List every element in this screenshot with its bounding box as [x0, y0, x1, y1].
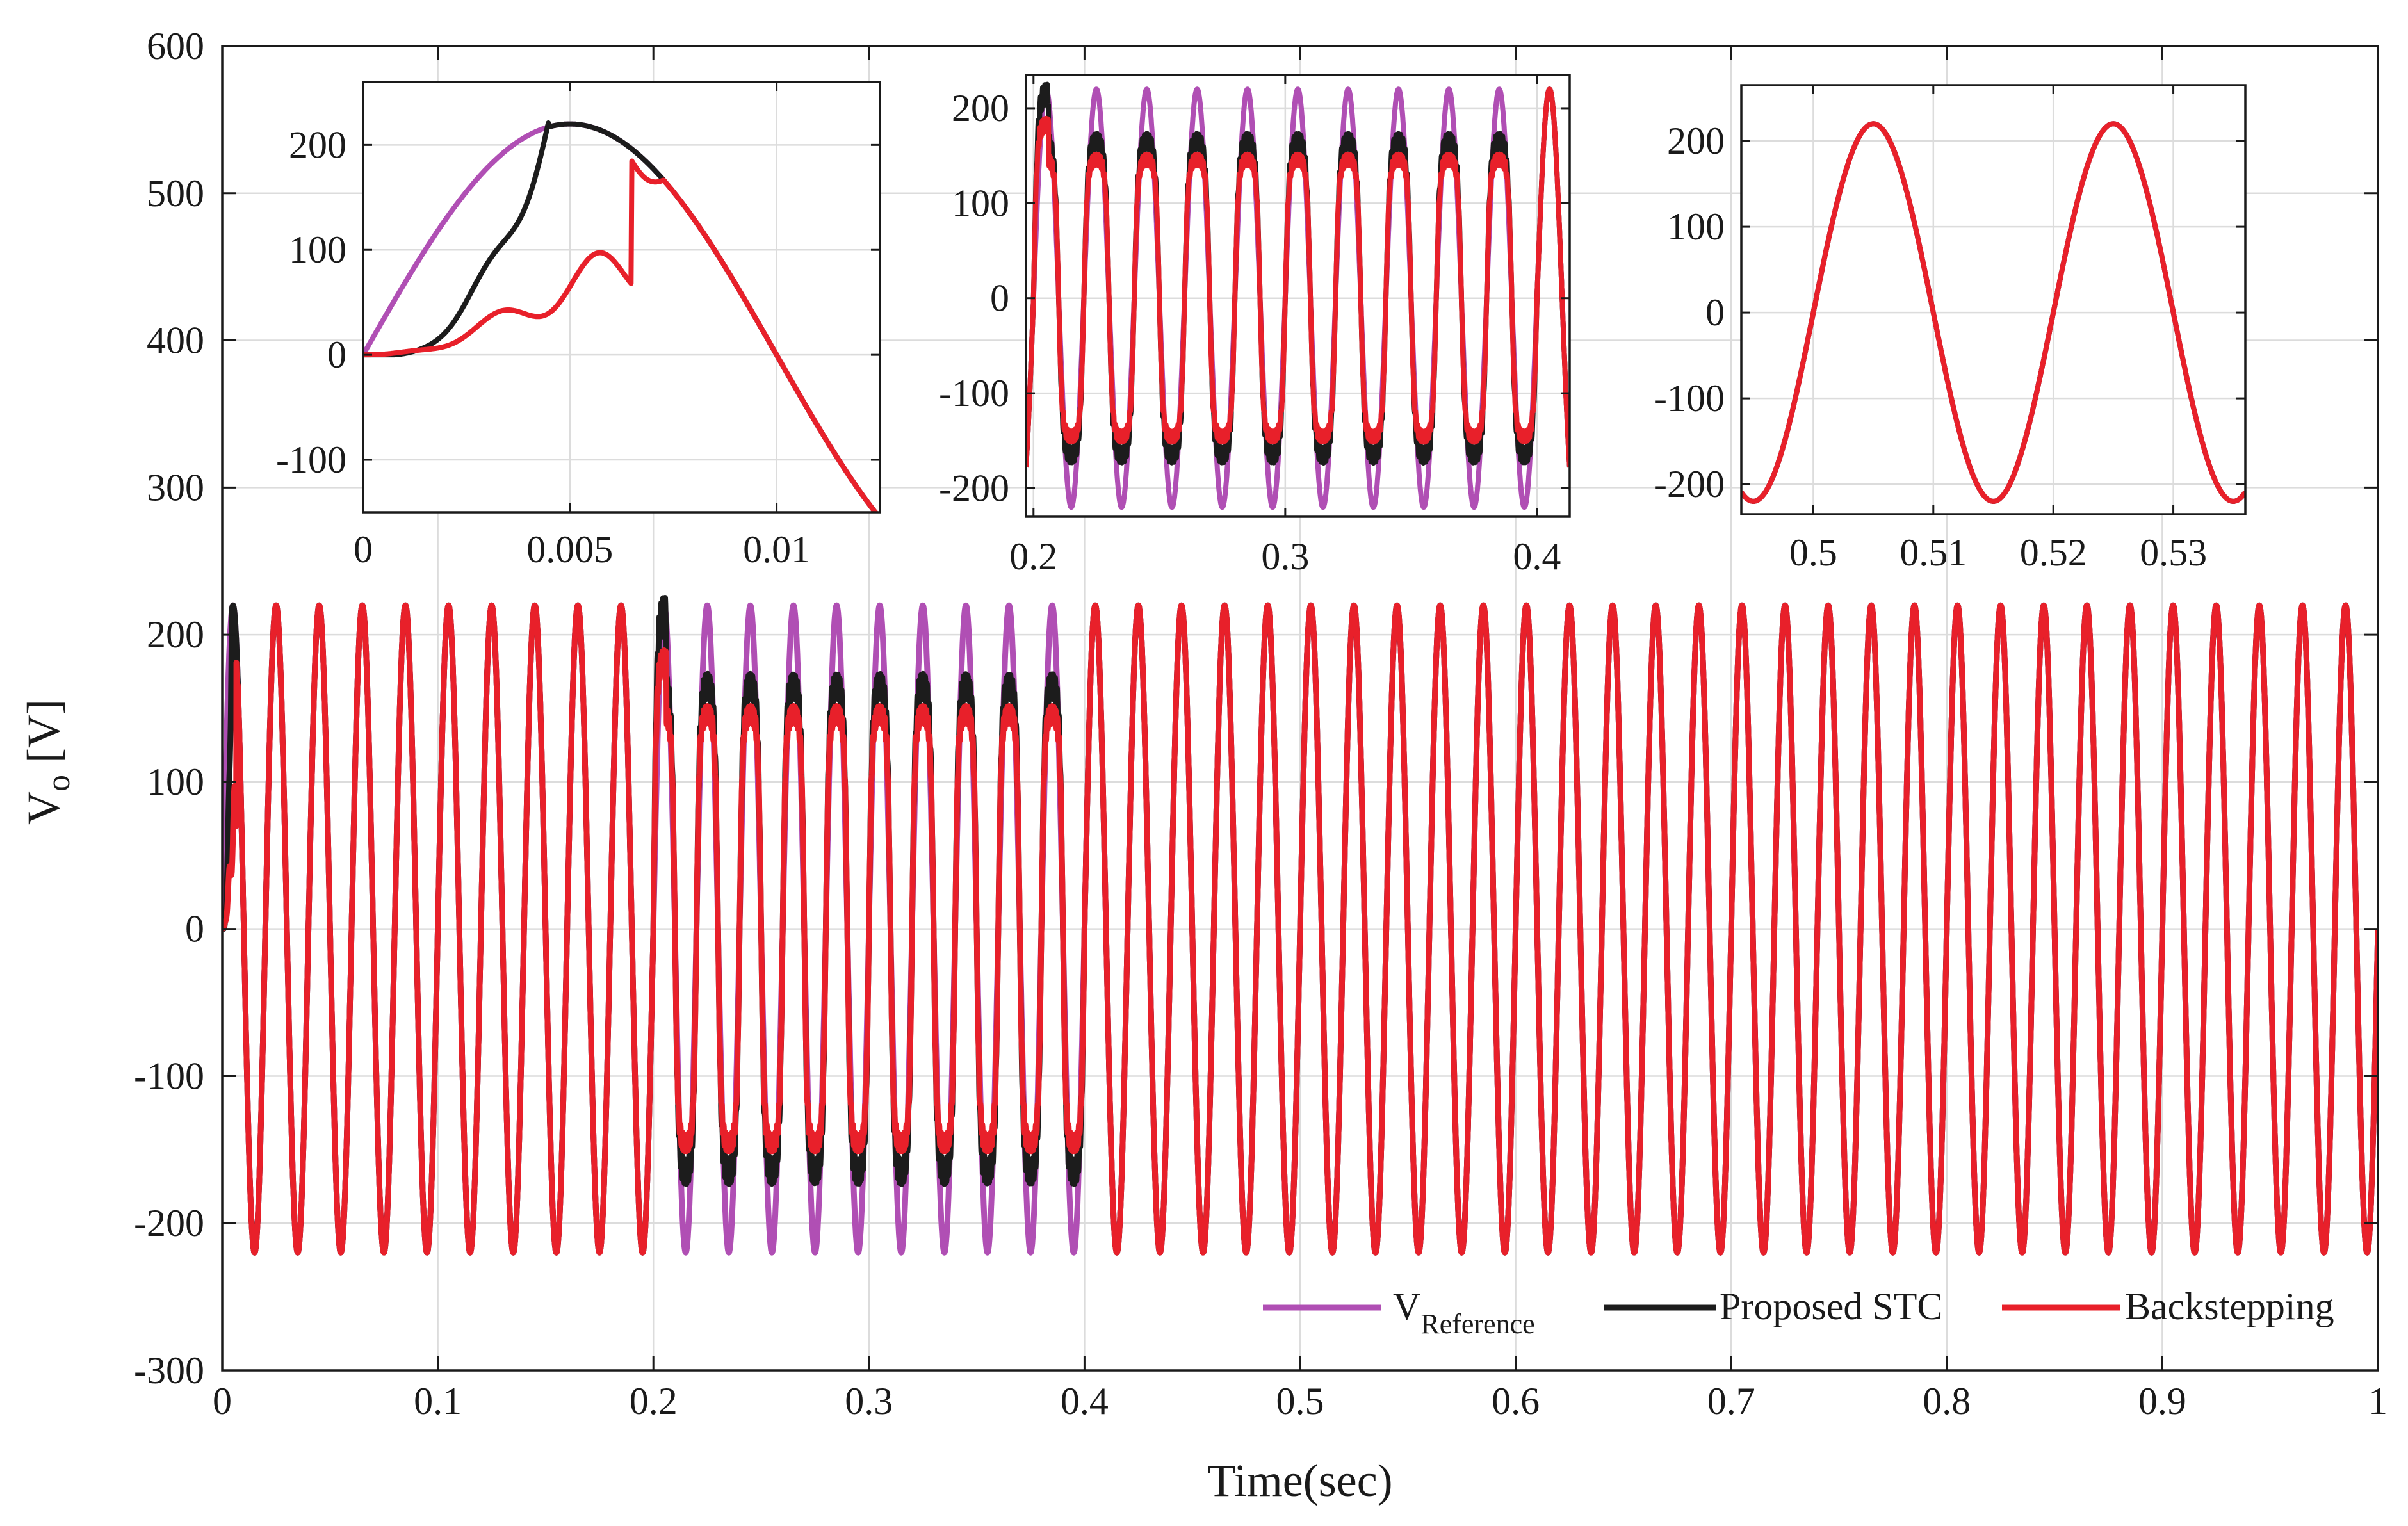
legend-label-proposed-stc: Proposed STC	[1720, 1285, 1942, 1327]
main-xtick-label-8: 0.8	[1923, 1380, 1971, 1422]
main-xtick-label-10: 1	[2368, 1380, 2388, 1422]
inset3-xtick-label-3: 0.53	[2140, 532, 2207, 574]
main-ytick-label-6: 300	[147, 466, 204, 508]
legend-label-reference-sub: Reference	[1420, 1308, 1534, 1340]
inset1-ytick-label-0: -100	[276, 439, 346, 481]
inset3-ytick-label-2: 0	[1705, 291, 1725, 334]
inset2-ytick-label-2: 0	[990, 277, 1009, 320]
inset2-xtick-label-2: 0.4	[1513, 535, 1561, 578]
main-xtick-label-1: 0.1	[414, 1380, 462, 1422]
inset1-xtick-label-2: 0.01	[743, 528, 810, 571]
y-axis-label-main: V	[18, 791, 69, 825]
main-xtick-label-7: 0.7	[1707, 1380, 1755, 1422]
y-axis-label: Vo [V]	[18, 699, 77, 825]
main-ticks: 0 0.1 0.2 0.3 0.4 0.5 0.6 0.7 0.8 0.9 1 -300 -200 -10…	[134, 25, 2388, 1422]
inset2-ytick-label-4: 200	[952, 87, 1009, 129]
inset2-series-backstepping	[1026, 86, 1570, 468]
main-ytick-label-1: -200	[134, 1202, 204, 1244]
inset2-ticks: 0.2 0.3 0.4 -200 -100 0 100 200	[939, 75, 1570, 578]
inset1-xtick-label-1: 0.005	[526, 528, 613, 571]
inset-disturbance-interval: 0.2 0.3 0.4 -200 -100 0 100 200	[939, 74, 1571, 578]
main-xtick-label-9: 0.9	[2138, 1380, 2186, 1422]
main-ytick-label-3: 0	[185, 908, 204, 950]
inset1-xtick-label-0: 0	[354, 528, 373, 571]
inset2-plot-area	[1026, 81, 1570, 510]
main-xtick-label-4: 0.4	[1061, 1380, 1109, 1422]
inset2-ytick-label-0: -200	[939, 467, 1009, 509]
main-xtick-label-6: 0.6	[1492, 1380, 1540, 1422]
inset1-series-backstepping	[363, 158, 879, 512]
main-xtick-label-0: 0	[213, 1380, 232, 1422]
inset-startup-transient: 0 0.005 0.01 -100 0 100 200	[276, 81, 881, 571]
legend: VReference Proposed STC Backstepping	[1263, 1285, 2334, 1340]
inset1-ytick-label-2: 100	[289, 229, 346, 271]
main-xtick-label-3: 0.3	[845, 1380, 893, 1422]
inset2-ytick-label-1: -100	[939, 372, 1009, 414]
inset1-ticks: 0 0.005 0.01 -100 0 100 200	[276, 82, 880, 571]
main-series-backstepping	[222, 602, 2378, 1256]
inset3-ticks: 0.5 0.51 0.52 0.53 -200 -100 0 100 200	[1654, 85, 2245, 574]
inset2-xtick-label-1: 0.3	[1261, 535, 1309, 578]
inset3-frame	[1740, 84, 2247, 515]
inset3-xtick-label-2: 0.52	[2020, 532, 2087, 574]
main-xtick-label-5: 0.5	[1276, 1380, 1324, 1422]
main-ytick-label-8: 500	[147, 172, 204, 215]
main-plot-area	[222, 595, 2378, 1256]
x-axis-label: Time(sec)	[1207, 1455, 1392, 1506]
inset3-xtick-label-0: 0.5	[1789, 532, 1837, 574]
main-ytick-label-9: 600	[147, 25, 204, 67]
inset3-plot-area	[1741, 121, 2245, 504]
legend-label-reference-main: V	[1393, 1285, 1420, 1327]
main-ytick-label-0: -300	[134, 1349, 204, 1392]
inset3-ytick-label-3: 100	[1667, 206, 1725, 248]
inset1-plot-area	[363, 120, 879, 512]
main-xtick-label-2: 0.2	[630, 1380, 678, 1422]
inset2-ytick-label-3: 100	[952, 182, 1009, 224]
legend-label-backstepping: Backstepping	[2125, 1285, 2334, 1327]
inset3-ytick-label-1: -100	[1654, 377, 1725, 419]
inset1-ytick-label-1: 0	[327, 334, 346, 376]
inset2-xtick-label-0: 0.2	[1009, 535, 1057, 578]
main-ytick-label-5: 200	[147, 613, 204, 656]
inset1-background	[363, 82, 880, 512]
inset3-ytick-label-4: 200	[1667, 120, 1725, 162]
inset3-grid	[1741, 85, 2245, 514]
y-axis-label-rest: [V]	[18, 699, 69, 775]
legend-label-reference: VReference	[1393, 1285, 1535, 1340]
inset1-frame	[362, 81, 881, 514]
inset2-frame	[1025, 74, 1571, 518]
inset3-ytick-label-0: -200	[1654, 463, 1725, 505]
inset2-series-v-reference	[1026, 86, 1570, 510]
inset3-background	[1741, 85, 2245, 514]
main-ytick-label-4: 100	[147, 761, 204, 803]
inset1-ytick-label-3: 200	[289, 124, 346, 166]
inset-steady-state: 0.5 0.51 0.52 0.53 -200 -100 0 100 200	[1654, 84, 2247, 574]
inset2-series-proposed-stc	[1026, 81, 1570, 468]
main-ytick-label-2: -100	[134, 1055, 204, 1097]
main-ytick-label-7: 400	[147, 320, 204, 362]
y-axis-label-sub: o	[40, 775, 77, 791]
inset3-series-backstepping	[1741, 121, 2245, 504]
inset3-xtick-label-1: 0.51	[1900, 532, 1967, 574]
